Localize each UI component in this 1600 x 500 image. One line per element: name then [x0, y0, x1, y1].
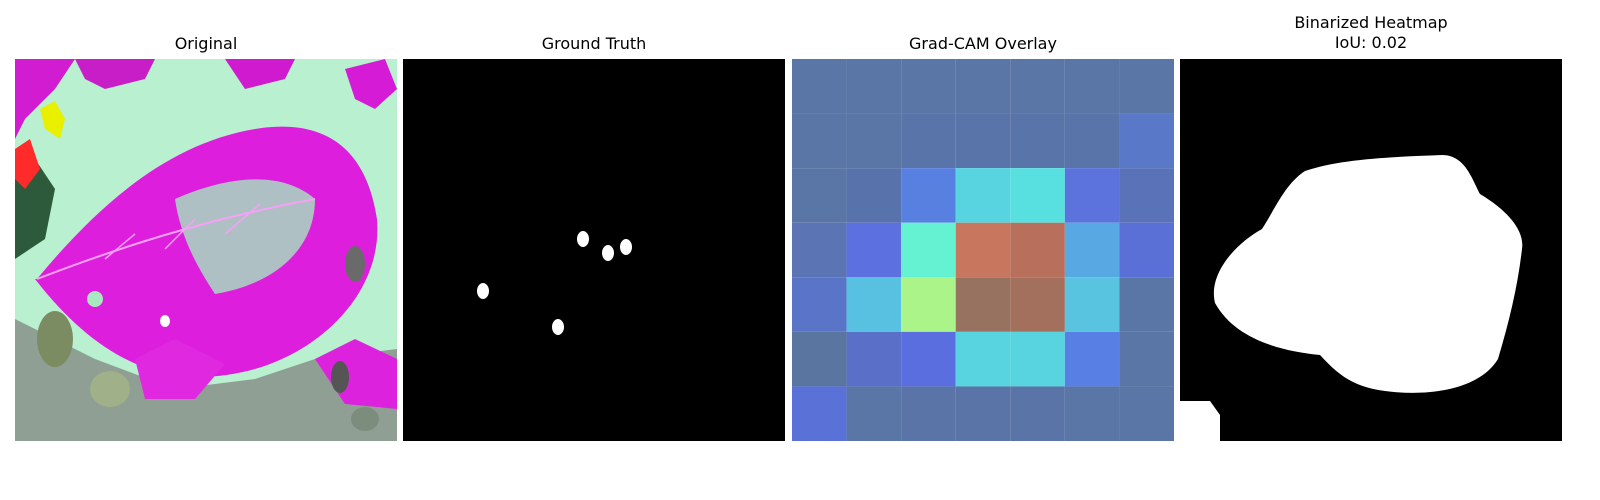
- gradcam-overlay-image: [792, 59, 1174, 441]
- panel-gradcam-overlay: Grad-CAM Overlay: [792, 0, 1174, 441]
- panel-binarized-heatmap: Binarized Heatmap IoU: 0.02: [1180, 0, 1562, 441]
- gradcam-grid: [792, 59, 1174, 441]
- iou-score: IoU: 0.02: [1334, 33, 1408, 52]
- panel-title: Binarized Heatmap IoU: 0.02: [1180, 13, 1562, 53]
- original-image: [15, 59, 397, 441]
- panel-original: Original: [15, 0, 397, 441]
- panel-title: Grad-CAM Overlay: [909, 34, 1057, 53]
- panel-title: Ground Truth: [541, 34, 647, 53]
- panel-title-line: Binarized Heatmap: [1294, 13, 1448, 32]
- panel-title: Original: [174, 34, 238, 53]
- mask-image: [403, 59, 785, 441]
- binary-mask: [1180, 59, 1562, 441]
- panel-ground-truth: Ground Truth: [403, 0, 785, 441]
- binarized-heatmap-image: [1180, 59, 1562, 441]
- ground-truth-mask: [403, 59, 785, 441]
- leaf-image: [15, 59, 397, 441]
